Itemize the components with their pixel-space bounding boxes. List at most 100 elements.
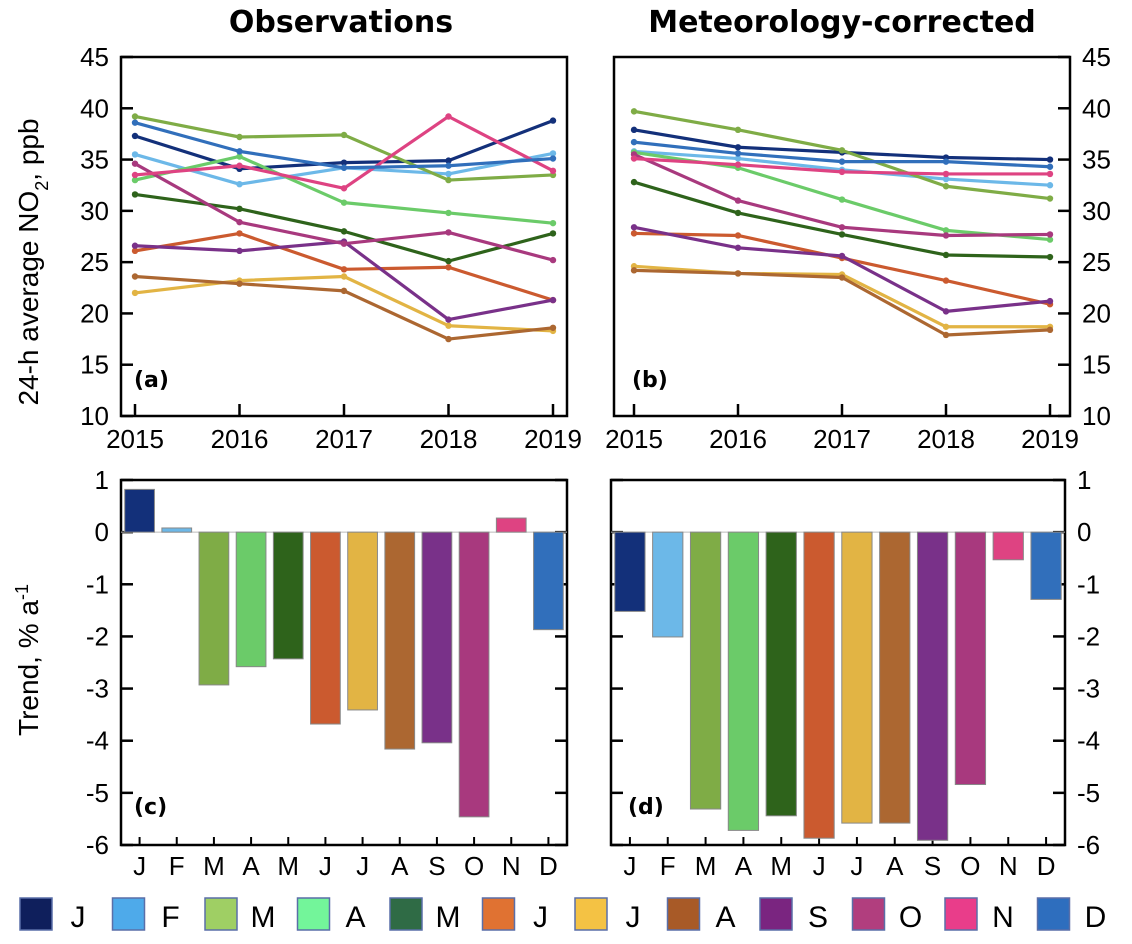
- y-tick-label: 20: [1082, 298, 1111, 328]
- data-point: [838, 231, 846, 238]
- legend-swatch: [666, 897, 701, 931]
- x-tick-label: M: [277, 851, 299, 881]
- x-tick-label: N: [502, 851, 521, 881]
- bar-j-0: [124, 488, 155, 533]
- data-point: [236, 280, 243, 287]
- legend-swatch: [759, 897, 793, 931]
- series-d-11: [131, 119, 557, 171]
- legend-item-j-0: J: [19, 897, 86, 934]
- data-point: [131, 289, 139, 297]
- data-point: [630, 267, 638, 274]
- data-point: [942, 323, 950, 330]
- panel-label: (c): [134, 795, 167, 820]
- x-tick-label: 2018: [917, 424, 975, 454]
- y-tick-label: -6: [1077, 830, 1100, 860]
- series-a-7: [630, 267, 1054, 339]
- data-point: [1046, 297, 1054, 305]
- legend-label: A: [345, 901, 365, 934]
- series-m-4: [630, 178, 1054, 261]
- series-a-3: [131, 153, 557, 227]
- series-d-11: [630, 138, 1054, 170]
- legend-item-n-10: N: [944, 897, 1014, 934]
- data-point: [445, 264, 452, 271]
- panel-label: (d): [628, 795, 664, 820]
- y-tick-label: 30: [80, 196, 109, 226]
- data-point: [838, 224, 846, 231]
- x-tick-label: 2015: [106, 424, 164, 454]
- data-point: [445, 176, 452, 184]
- series-o-9: [131, 160, 557, 264]
- data-point: [942, 170, 950, 178]
- x-tick-label: J: [356, 851, 369, 881]
- data-point: [236, 133, 243, 141]
- series-line: [134, 274, 554, 333]
- panel-label: (b): [632, 368, 668, 393]
- data-point: [445, 170, 452, 178]
- data-point: [1046, 182, 1054, 189]
- y-axis-label-trend-superscript: -1: [12, 584, 32, 600]
- bar-d-11: [533, 531, 564, 631]
- data-point: [131, 132, 139, 140]
- bar-a-7: [879, 531, 911, 824]
- x-tick-label: 2018: [420, 424, 478, 454]
- legend-label: A: [715, 901, 735, 934]
- legend-item-a-7: A: [666, 897, 736, 934]
- legend-label: J: [626, 901, 641, 934]
- legend-swatch: [19, 897, 53, 931]
- data-point: [445, 113, 452, 120]
- panel-d: -6-5-4-3-2-101(d)J F M A M J J A S O N D: [609, 465, 1100, 881]
- data-point: [734, 161, 742, 168]
- data-point: [340, 287, 348, 295]
- bar-m-2: [689, 531, 722, 810]
- x-tick-label: A: [242, 851, 260, 881]
- data-point: [838, 158, 846, 165]
- x-tick-label: A: [735, 851, 753, 881]
- data-point: [942, 331, 950, 339]
- data-point: [734, 155, 742, 162]
- data-point: [630, 230, 638, 237]
- bar-j-0: [614, 531, 646, 612]
- data-point: [734, 126, 742, 134]
- legend-label: F: [161, 901, 179, 934]
- data-point: [236, 218, 243, 226]
- data-point: [131, 242, 139, 249]
- y-tick-label: 1: [95, 465, 109, 495]
- series-line: [633, 152, 1051, 238]
- y-tick-label: 10: [80, 401, 109, 431]
- x-tick-label: J: [319, 851, 332, 881]
- data-point: [1046, 236, 1054, 243]
- data-point: [630, 155, 638, 162]
- y-tick-label: -4: [86, 726, 109, 756]
- x-tick-label: 2016: [211, 424, 269, 454]
- data-point: [340, 185, 348, 192]
- y-tick-label: -3: [1077, 674, 1100, 704]
- data-point: [131, 160, 139, 167]
- data-point: [734, 244, 742, 251]
- data-point: [549, 117, 557, 124]
- series-a-7: [131, 273, 557, 343]
- x-tick-label: J: [133, 851, 146, 881]
- y-tick-label: -5: [1077, 778, 1100, 808]
- x-tick-label: F: [169, 851, 185, 881]
- y-tick-label: -1: [86, 569, 109, 599]
- legend-label: M: [436, 901, 461, 934]
- bar-f-1: [161, 527, 193, 533]
- y-tick-label: 25: [1082, 247, 1111, 277]
- legend-label: S: [808, 901, 828, 934]
- y-tick-label: 35: [1082, 145, 1111, 175]
- bar-j-6: [841, 531, 873, 824]
- data-point: [549, 219, 557, 227]
- data-point: [734, 270, 742, 277]
- bar-n-10: [992, 531, 1024, 561]
- data-point: [340, 159, 348, 166]
- bar-s-8: [916, 531, 949, 841]
- x-tick-label: 2016: [709, 424, 767, 454]
- legend-swatch: [296, 897, 331, 931]
- bar-j-5: [803, 531, 835, 839]
- legend-swatch: [204, 897, 238, 931]
- data-point: [340, 131, 348, 139]
- data-point: [942, 175, 950, 183]
- y-axis-label-no2-unit: , ppb: [13, 118, 44, 180]
- data-point: [630, 126, 638, 134]
- legend-item-m-2: M: [204, 897, 276, 934]
